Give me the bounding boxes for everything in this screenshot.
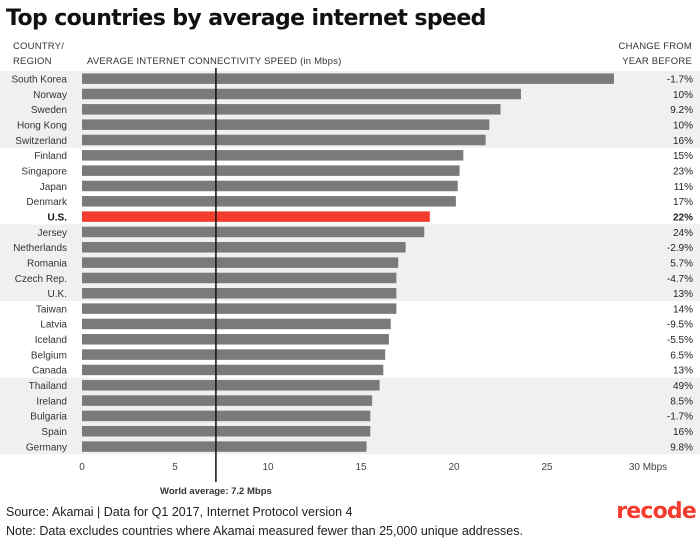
x-tick-label: 25 xyxy=(541,462,553,473)
change-value: 5.7% xyxy=(670,258,693,269)
country-label: Singapore xyxy=(21,166,67,177)
speed-bar xyxy=(82,134,486,146)
speed-bar xyxy=(82,364,384,376)
country-label: Netherlands xyxy=(13,243,67,254)
country-label: Canada xyxy=(32,366,67,377)
change-value: -1.7% xyxy=(667,412,693,423)
change-value: 6.5% xyxy=(670,350,693,361)
speed-bar xyxy=(82,334,389,345)
x-tick-label: 30 Mbps xyxy=(629,462,667,473)
speed-bar xyxy=(82,395,373,406)
country-label: Finland xyxy=(34,151,67,162)
country-header-line1: COUNTRY/ xyxy=(13,41,65,52)
country-label: Ireland xyxy=(36,396,67,407)
chart-title: Top countries by average internet speed xyxy=(6,6,486,31)
change-value: 17% xyxy=(673,197,693,208)
change-value: 13% xyxy=(673,366,693,377)
source-note: Source: Akamai | Data for Q1 2017, Inter… xyxy=(6,505,353,519)
speed-bar xyxy=(82,226,425,238)
change-value: -1.7% xyxy=(667,74,693,85)
change-value: 16% xyxy=(673,136,693,147)
x-tick-label: 10 xyxy=(262,462,274,473)
x-tick-label: 0 xyxy=(79,462,85,473)
change-header-line2: YEAR BEFORE xyxy=(622,56,692,67)
recode-logo: recode xyxy=(616,499,697,524)
speed-bar xyxy=(82,211,430,222)
country-label: Taiwan xyxy=(36,304,67,315)
x-tick-label: 15 xyxy=(355,462,367,473)
country-label: South Korea xyxy=(11,74,67,85)
speed-bar xyxy=(82,441,367,452)
country-label: Czech Rep. xyxy=(15,274,67,285)
change-value: 9.2% xyxy=(670,105,693,116)
change-value: 23% xyxy=(673,166,693,177)
change-value: -5.5% xyxy=(667,335,693,346)
country-label: Hong Kong xyxy=(17,120,67,131)
speed-bar xyxy=(82,257,399,268)
change-value: 49% xyxy=(673,381,693,392)
speed-bar xyxy=(82,349,386,360)
change-value: 15% xyxy=(673,151,693,162)
change-value: 11% xyxy=(674,182,693,193)
country-label: Germany xyxy=(26,442,67,453)
country-label: Latvia xyxy=(40,320,67,331)
speed-bar xyxy=(82,73,614,84)
speed-bar xyxy=(82,318,391,330)
speed-bar xyxy=(82,288,397,299)
change-value: 22% xyxy=(673,212,693,223)
country-label: Switzerland xyxy=(15,136,67,147)
bar-chart: South Korea -1.7% Norway 10% Sweden 9.2% Hong … xyxy=(0,68,700,497)
speed-bar xyxy=(82,303,397,314)
country-column-header: COUNTRY/ REGION xyxy=(13,39,64,69)
change-value: 8.5% xyxy=(670,396,693,407)
change-value: -2.9% xyxy=(667,243,693,254)
speed-bar xyxy=(82,380,380,391)
change-value: -4.7% xyxy=(667,274,693,285)
speed-bar xyxy=(82,119,490,130)
country-label: Bulgaria xyxy=(30,412,67,423)
speed-bar xyxy=(82,150,464,161)
country-label: Japan xyxy=(40,182,67,193)
speed-bar xyxy=(82,88,521,100)
country-label: Belgium xyxy=(31,350,67,361)
country-label: Denmark xyxy=(26,197,68,208)
change-value: -9.5% xyxy=(667,320,693,331)
country-label: Iceland xyxy=(35,335,67,346)
speed-axis-header: AVERAGE INTERNET CONNECTIVITY SPEED (in … xyxy=(87,56,342,67)
speed-bar xyxy=(82,410,371,422)
speed-bar xyxy=(82,180,458,192)
change-value: 9.8% xyxy=(670,442,693,453)
change-value: 14% xyxy=(673,304,693,315)
change-header-line1: CHANGE FROM xyxy=(618,41,692,52)
x-tick-label: 5 xyxy=(172,462,178,473)
country-label: Norway xyxy=(33,90,67,101)
speed-bar xyxy=(82,242,406,253)
change-value: 10% xyxy=(673,90,693,101)
speed-bar xyxy=(82,165,460,176)
x-tick-label: 20 xyxy=(448,462,460,473)
world-average-label: World average: 7.2 Mbps xyxy=(160,486,272,497)
speed-bar xyxy=(82,196,456,207)
speed-bar xyxy=(82,272,397,284)
country-label: Romania xyxy=(27,258,67,269)
data-note: Note: Data excludes countries where Akam… xyxy=(6,524,523,538)
country-label: Sweden xyxy=(31,105,67,116)
country-header-line2: REGION xyxy=(13,56,52,67)
country-label: U.S. xyxy=(48,212,68,223)
country-label: Thailand xyxy=(29,381,67,392)
change-value: 24% xyxy=(673,228,693,239)
change-value: 13% xyxy=(673,289,693,300)
speed-bar xyxy=(82,104,501,115)
change-column-header: CHANGE FROM YEAR BEFORE xyxy=(619,39,692,69)
speed-bar xyxy=(82,426,371,437)
country-label: U.K. xyxy=(48,289,67,300)
change-value: 10% xyxy=(673,120,693,131)
country-label: Jersey xyxy=(38,228,67,239)
change-value: 16% xyxy=(673,427,693,438)
country-label: Spain xyxy=(41,427,67,438)
